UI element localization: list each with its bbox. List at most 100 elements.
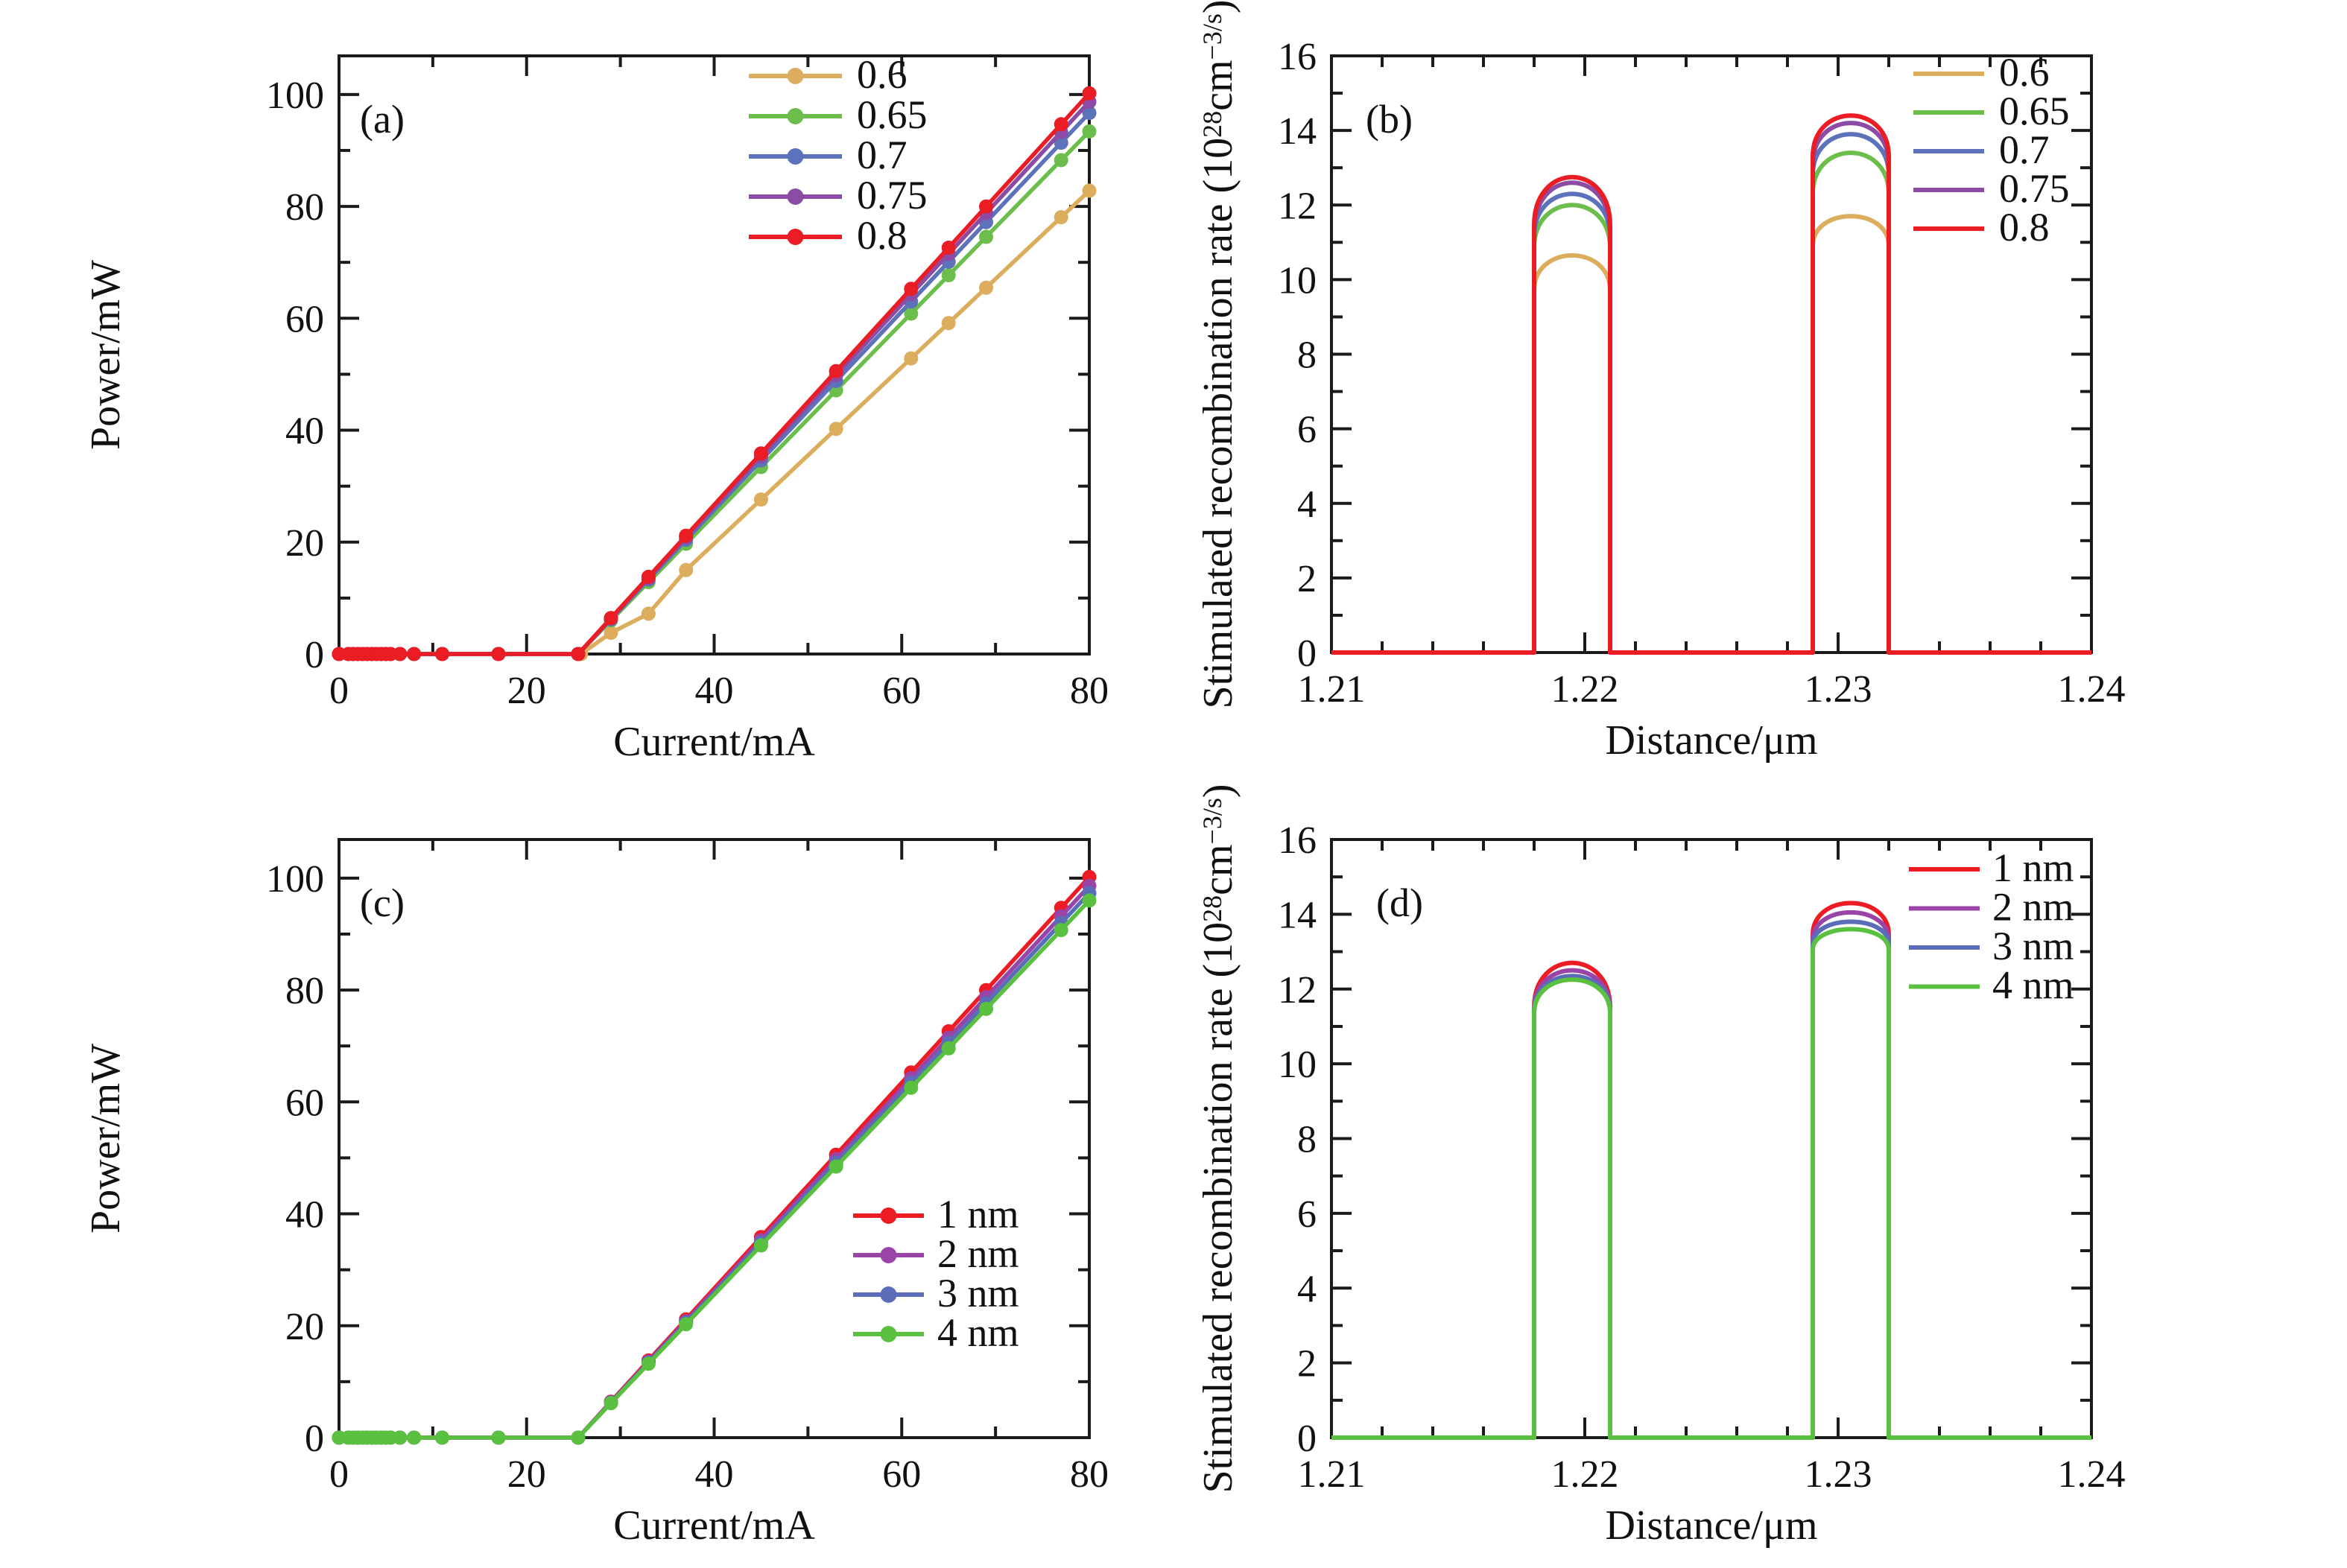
series-line — [337, 110, 1092, 656]
y-tick-label: 8 — [1297, 334, 1317, 377]
legend-label: 1 nm — [937, 1192, 1019, 1237]
legend-label: 0.75 — [1999, 166, 2070, 211]
y-tick-label: 2 — [1297, 558, 1317, 600]
series-0.75 — [332, 95, 1097, 661]
series-marker — [679, 528, 694, 543]
legend-label: 0.65 — [857, 92, 928, 137]
series-marker — [753, 1238, 768, 1253]
x-axis-title: Distance/μm — [1605, 1502, 1817, 1549]
series-1nm — [332, 869, 1097, 1445]
series-marker — [491, 647, 506, 661]
series-marker — [941, 1041, 956, 1056]
series-marker — [604, 611, 618, 626]
legend-swatch-marker — [880, 1247, 897, 1263]
series-marker — [679, 1317, 694, 1332]
y-tick-label: 16 — [1278, 36, 1317, 78]
series-marker — [435, 647, 449, 661]
panel-b-recombination-chart: 1.21 1.22 1.23 1.24 0 2 4 6 8 10 12 14 16 Distance/μm… — [1195, 0, 2126, 764]
series-marker — [393, 1430, 408, 1445]
x-tick-label: 1.23 — [1805, 1453, 1872, 1496]
series-marker — [407, 647, 422, 661]
y-tick-label: 4 — [1297, 483, 1317, 526]
plot-frame — [1330, 838, 2093, 1439]
legend-label: 1 nm — [1992, 845, 2074, 890]
panel-a-container: 0 20 40 60 80 0 20 40 60 80 100 Current/mA Power/mW (… — [0, 0, 1174, 784]
y-tick-label: 80 — [285, 970, 324, 1012]
y-tick-label: 8 — [1297, 1119, 1317, 1161]
series-3nm — [332, 886, 1097, 1445]
y-tick-label: 6 — [1297, 1193, 1317, 1236]
panel-letter: (a) — [360, 97, 405, 142]
series-marker — [829, 1159, 843, 1174]
series-marker — [904, 351, 919, 366]
y-tick-label: 12 — [1278, 185, 1317, 227]
plot-frame — [338, 54, 1091, 656]
y-tick-label: 20 — [285, 522, 324, 565]
series-marker — [641, 1356, 656, 1371]
legend-label: 0.65 — [1999, 89, 2070, 133]
series-4nm — [332, 893, 1097, 1445]
series-marker — [979, 1001, 993, 1016]
legend-swatch-marker — [787, 188, 804, 205]
y-tick-label: 40 — [285, 1194, 324, 1237]
legend: 1 nm2 nm3 nm4 nm — [1909, 845, 2074, 1008]
series-marker — [1082, 106, 1097, 121]
legend-swatch-marker — [880, 1207, 897, 1224]
y-axis-title: Stimulated recombination rate (1028cm−3/… — [1195, 0, 1241, 709]
series-marker — [829, 364, 843, 378]
x-tick-label: 40 — [695, 670, 734, 712]
legend-swatch-marker — [787, 68, 804, 84]
series-marker — [571, 1430, 586, 1445]
panel-letter: (b) — [1366, 97, 1413, 142]
y-tick-label: 14 — [1278, 110, 1317, 153]
panel-c-container: 0 20 40 60 80 0 20 40 60 80 100 Current/mA Power/mW (… — [0, 784, 1174, 1567]
legend-label: 0.8 — [1999, 205, 2050, 250]
x-tick-label: 40 — [695, 1453, 734, 1496]
y-tick-label: 0 — [1297, 632, 1317, 675]
legend-label: 0.6 — [1999, 50, 2050, 95]
legend-label: 0.8 — [857, 213, 908, 258]
series-marker — [753, 492, 768, 507]
legend-swatch-marker — [787, 108, 804, 124]
y-tick-label: 4 — [1297, 1268, 1317, 1310]
series-marker — [904, 1080, 919, 1095]
legend-label: 3 nm — [937, 1271, 1019, 1315]
panel-d-container: 1.21 1.22 1.23 1.24 0 2 4 6 8 10 12 14 16 Distance/μm… — [1174, 784, 2347, 1567]
series-curve-3nm — [1331, 919, 2091, 1440]
series-marker — [1054, 923, 1068, 938]
series-curve-2nm — [1331, 910, 2091, 1440]
legend-swatch-marker — [880, 1286, 897, 1303]
legend-label: 0.7 — [857, 133, 908, 177]
x-tick-label: 0 — [329, 1453, 349, 1496]
y-tick-label: 12 — [1278, 969, 1317, 1012]
axis-ticks — [338, 56, 1091, 656]
legend-label: 3 nm — [1992, 924, 2074, 968]
series-marker — [753, 446, 768, 461]
series-marker — [941, 316, 956, 331]
panel-b-container: 1.21 1.22 1.23 1.24 0 2 4 6 8 10 12 14 16 Distance/μm… — [1174, 0, 2347, 784]
series-marker — [1082, 124, 1097, 139]
panel-a-li-curve-chart: 0 20 40 60 80 0 20 40 60 80 100 Current/mA Power/mW (… — [83, 52, 1109, 765]
legend-label: 2 nm — [1992, 885, 2074, 930]
series-marker — [1082, 183, 1097, 198]
series-marker — [1054, 136, 1068, 150]
series-marker — [904, 282, 919, 296]
legend: 1 nm2 nm3 nm4 nm — [853, 1192, 1019, 1355]
series-marker — [407, 1430, 422, 1445]
y-axis-title: Power/mW — [83, 260, 129, 450]
series-curve-0.7 — [1331, 132, 2091, 655]
panel-letter: (c) — [360, 880, 405, 925]
series-marker — [604, 626, 618, 640]
x-tick-label: 80 — [1070, 670, 1109, 712]
x-tick-label: 1.22 — [1551, 1453, 1619, 1496]
series-marker — [941, 268, 956, 282]
series-marker — [904, 306, 919, 321]
x-axis-title: Current/mA — [613, 1502, 815, 1549]
series-line — [337, 99, 1092, 656]
legend-swatch-marker — [787, 148, 804, 165]
series-line — [337, 129, 1092, 656]
axis-ticks — [1330, 54, 2093, 654]
x-tick-label: 1.24 — [2058, 1453, 2126, 1496]
series-line — [337, 891, 1092, 1440]
y-tick-label: 40 — [285, 410, 324, 453]
